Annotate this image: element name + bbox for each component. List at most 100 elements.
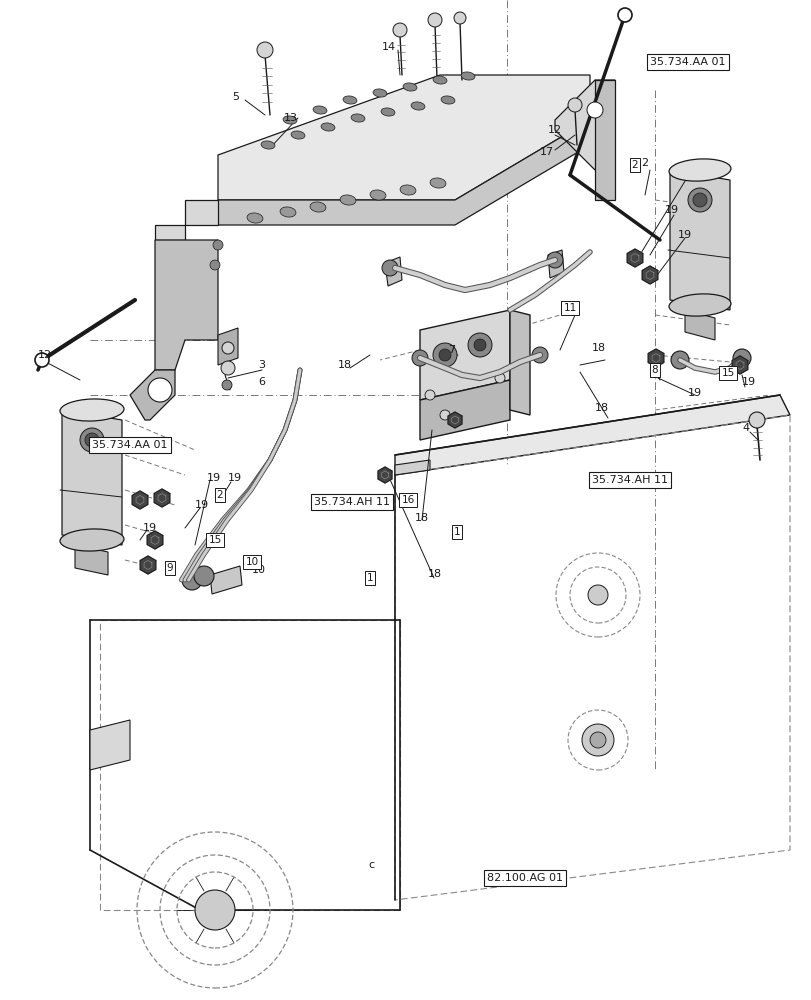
Text: 10: 10 xyxy=(251,565,266,575)
Text: 15: 15 xyxy=(208,535,221,545)
Ellipse shape xyxy=(432,76,446,84)
Text: 7: 7 xyxy=(448,345,454,355)
Circle shape xyxy=(531,347,547,363)
Polygon shape xyxy=(394,460,430,475)
Circle shape xyxy=(212,240,223,250)
Polygon shape xyxy=(140,556,156,574)
Text: c: c xyxy=(367,860,374,870)
Polygon shape xyxy=(642,266,657,284)
Circle shape xyxy=(670,351,689,369)
Polygon shape xyxy=(669,170,729,310)
Circle shape xyxy=(687,188,711,212)
Text: 2: 2 xyxy=(217,490,223,500)
Text: 3: 3 xyxy=(258,360,264,370)
Text: 35.734.AH 11: 35.734.AH 11 xyxy=(314,497,389,507)
Text: 1: 1 xyxy=(367,573,373,583)
Circle shape xyxy=(148,378,172,402)
Text: 19: 19 xyxy=(677,230,691,240)
Ellipse shape xyxy=(60,399,124,421)
Circle shape xyxy=(424,390,435,400)
Text: 6: 6 xyxy=(258,377,264,387)
Polygon shape xyxy=(419,380,509,440)
Circle shape xyxy=(80,428,104,452)
Ellipse shape xyxy=(400,185,415,195)
Ellipse shape xyxy=(342,96,357,104)
Ellipse shape xyxy=(340,195,355,205)
Ellipse shape xyxy=(350,114,364,122)
Circle shape xyxy=(221,361,234,375)
Ellipse shape xyxy=(668,159,730,181)
Text: 2: 2 xyxy=(631,160,637,170)
Ellipse shape xyxy=(668,294,730,316)
Polygon shape xyxy=(62,410,122,545)
Text: 19: 19 xyxy=(741,377,755,387)
Circle shape xyxy=(590,732,605,748)
Circle shape xyxy=(35,353,49,367)
Circle shape xyxy=(617,8,631,22)
Ellipse shape xyxy=(440,96,454,104)
Circle shape xyxy=(85,433,99,447)
Ellipse shape xyxy=(410,102,424,110)
Polygon shape xyxy=(75,545,108,575)
Text: 9: 9 xyxy=(166,563,173,573)
Text: 8: 8 xyxy=(651,365,658,375)
Ellipse shape xyxy=(290,131,305,139)
Text: 11: 11 xyxy=(563,303,576,313)
Polygon shape xyxy=(684,310,714,340)
Circle shape xyxy=(692,193,706,207)
Circle shape xyxy=(432,343,457,367)
Polygon shape xyxy=(547,250,564,278)
Text: 18: 18 xyxy=(427,569,441,579)
Polygon shape xyxy=(732,356,747,374)
Circle shape xyxy=(586,102,603,118)
Circle shape xyxy=(411,350,427,366)
Polygon shape xyxy=(132,491,148,509)
Circle shape xyxy=(221,380,232,390)
Text: 19: 19 xyxy=(664,205,678,215)
Text: 16: 16 xyxy=(401,495,414,505)
Polygon shape xyxy=(155,240,217,370)
Circle shape xyxy=(547,252,562,268)
Text: 5: 5 xyxy=(232,92,238,102)
Ellipse shape xyxy=(310,202,325,212)
Text: 1: 1 xyxy=(453,527,460,537)
Text: 35.734.AA 01: 35.734.AA 01 xyxy=(92,440,168,450)
Text: 17: 17 xyxy=(539,147,553,157)
Polygon shape xyxy=(217,328,238,365)
Ellipse shape xyxy=(372,89,387,97)
Circle shape xyxy=(195,890,234,930)
Circle shape xyxy=(495,373,504,383)
Polygon shape xyxy=(154,489,169,507)
Text: 14: 14 xyxy=(381,42,396,52)
Text: 2: 2 xyxy=(640,158,647,168)
Text: 18: 18 xyxy=(594,403,608,413)
Ellipse shape xyxy=(380,108,394,116)
Text: 19: 19 xyxy=(687,388,702,398)
Circle shape xyxy=(257,42,272,58)
Ellipse shape xyxy=(260,141,275,149)
Polygon shape xyxy=(90,720,130,770)
Ellipse shape xyxy=(320,123,335,131)
Circle shape xyxy=(439,349,450,361)
Text: 35.734.AA 01: 35.734.AA 01 xyxy=(650,57,725,67)
Ellipse shape xyxy=(280,207,295,217)
Circle shape xyxy=(182,570,202,590)
Text: 13: 13 xyxy=(284,113,298,123)
Polygon shape xyxy=(130,370,175,420)
Circle shape xyxy=(221,342,234,354)
Ellipse shape xyxy=(461,72,474,80)
Polygon shape xyxy=(155,200,217,240)
Circle shape xyxy=(393,23,406,37)
Circle shape xyxy=(748,412,764,428)
Ellipse shape xyxy=(247,213,263,223)
Polygon shape xyxy=(147,531,162,549)
Circle shape xyxy=(474,339,486,351)
Ellipse shape xyxy=(430,178,445,188)
Circle shape xyxy=(440,410,449,420)
Polygon shape xyxy=(217,75,590,200)
Circle shape xyxy=(194,566,214,586)
Text: 10: 10 xyxy=(245,557,258,567)
Text: 18: 18 xyxy=(414,513,428,523)
Text: 19: 19 xyxy=(207,473,221,483)
Polygon shape xyxy=(378,467,392,483)
